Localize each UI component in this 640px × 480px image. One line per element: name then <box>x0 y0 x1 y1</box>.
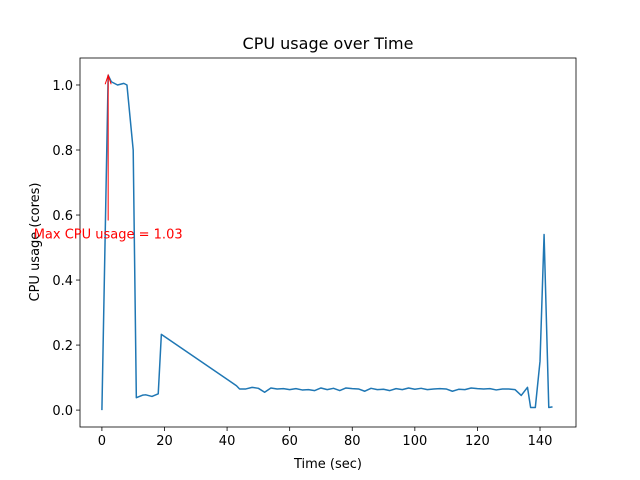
x-tick-label: 60 <box>281 434 298 449</box>
x-tick-label: 120 <box>465 434 490 449</box>
y-tick-label: 0.2 <box>52 339 73 354</box>
y-tick-label: 0.4 <box>52 274 73 289</box>
y-tick-label: 0.0 <box>52 404 73 419</box>
y-tick-label: 0.8 <box>52 144 73 159</box>
y-tick-label: 1.0 <box>52 79 73 94</box>
x-tick-label: 140 <box>528 434 553 449</box>
y-axis-label: CPU usage (cores) <box>28 183 43 302</box>
y-tick-label: 0.6 <box>52 209 73 224</box>
x-tick-label: 100 <box>402 434 427 449</box>
chart-title: CPU usage over Time <box>243 34 414 53</box>
x-tick-label: 80 <box>344 434 361 449</box>
axes-frame <box>79 57 577 428</box>
x-tick-label: 40 <box>219 434 236 449</box>
line-series <box>101 74 553 411</box>
x-axis-label: Time (sec) <box>293 457 362 472</box>
annotation-arrowhead <box>104 73 112 85</box>
x-tick-label: 20 <box>156 434 173 449</box>
x-tick-label: 0 <box>98 434 106 449</box>
annotation-text: Max CPU usage = 1.03 <box>34 228 183 243</box>
